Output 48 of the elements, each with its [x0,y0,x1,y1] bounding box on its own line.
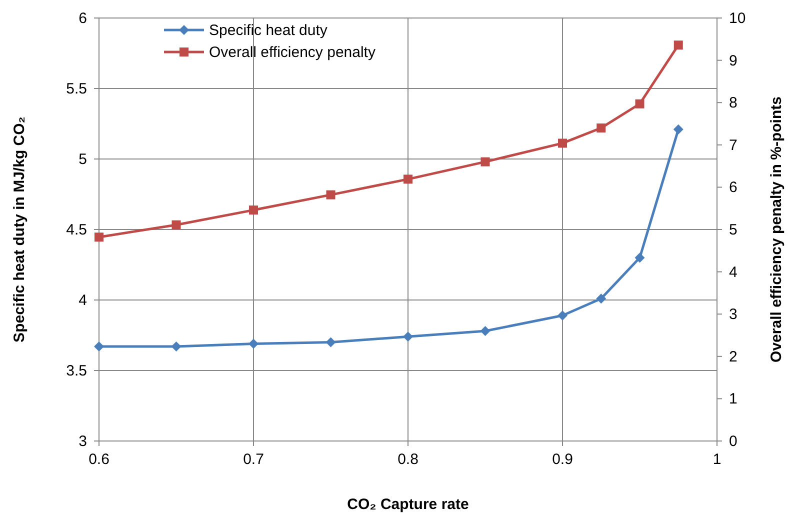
point [596,294,606,304]
legend-label: Overall efficiency penalty [209,44,376,61]
point [172,220,181,230]
y2-tick-label: 5 [729,222,738,238]
y2-tick-label: 8 [729,94,738,112]
y2-tick-label: 10 [729,10,746,27]
y2-tick-label: 1 [729,390,738,408]
point [634,252,645,263]
y-tick-label: 5 [78,151,87,168]
point [249,206,258,215]
y-tick-label: 3.5 [66,362,87,380]
point [596,123,606,132]
y2-tick-label: 0 [729,433,738,450]
point [94,232,104,242]
x-tick-label: 0.7 [243,451,264,468]
point [480,326,490,336]
y-tick-label: 3 [78,433,87,450]
y2-tick-label: 7 [729,136,738,154]
point [480,157,490,166]
y2-tick-label: 2 [729,348,738,366]
y2-tick-label: 4 [729,264,738,281]
x-tick-label: 0.9 [552,451,573,468]
y2-axis-title: Overall efficiency penalty in %-points [768,96,785,362]
point [326,190,336,200]
y-tick-label: 4 [78,292,87,309]
point [404,174,412,184]
point [673,124,684,134]
point [326,337,336,348]
legend-label: Specific heat duty [209,22,328,39]
y-tick-label: 4.5 [66,222,87,238]
point [248,338,258,349]
x-tick-label: 0.6 [88,451,110,468]
point [635,99,644,108]
point [558,310,568,321]
y-axis-title: Specific heat duty in MJ/kg CO₂ [11,116,28,342]
point [558,138,567,148]
point [171,342,182,352]
point [403,332,413,342]
point [674,40,683,50]
x-tick-label: 1 [712,451,722,468]
y2-tick-label: 9 [729,52,738,70]
y-tick-label: 6 [78,10,87,27]
y2-tick-label: 3 [729,306,738,324]
x-tick-label: 0.8 [398,451,418,468]
y2-tick-label: 6 [729,179,738,196]
x-axis-title: CO₂ Capture rate [347,496,469,513]
point [94,342,104,352]
y-tick-label: 5.5 [66,80,87,98]
